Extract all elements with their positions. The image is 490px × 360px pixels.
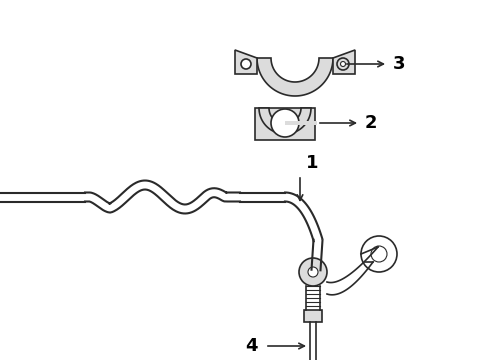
Circle shape [341,62,345,67]
Text: 4: 4 [245,337,258,355]
Circle shape [308,267,318,277]
Polygon shape [259,108,311,134]
Circle shape [371,246,387,262]
Polygon shape [255,108,315,140]
Polygon shape [235,50,257,74]
Text: 2: 2 [365,114,377,132]
Text: 1: 1 [306,154,318,172]
Circle shape [271,109,299,137]
Text: 3: 3 [393,55,406,73]
Circle shape [241,59,251,69]
Polygon shape [285,121,317,125]
Polygon shape [304,310,322,322]
Circle shape [361,236,397,272]
Polygon shape [333,50,355,74]
Circle shape [337,58,349,70]
Polygon shape [257,58,333,96]
Circle shape [299,258,327,286]
